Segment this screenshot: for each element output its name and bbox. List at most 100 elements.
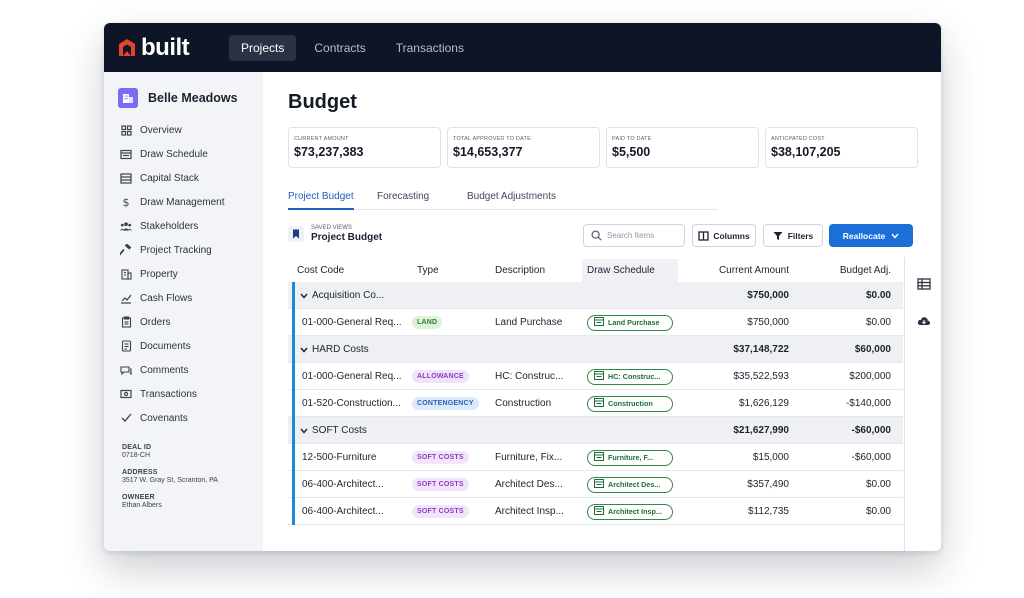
sidebar-item-project-tracking[interactable]: Project Tracking <box>104 238 263 262</box>
address-value: 3517 W. Gray St, Scranton, PA <box>122 477 218 484</box>
app-window: built Projects Contracts Transactions Be… <box>104 23 941 551</box>
active-tab-indicator <box>288 208 354 210</box>
project-header[interactable]: Belle Meadows <box>118 88 263 108</box>
col-cost-code[interactable]: Cost Code <box>297 265 345 276</box>
summary-cards: CURRENT AMOUNT $73,237,383 TOTAL APPROVE… <box>288 127 918 168</box>
sidebar-item-label: Property <box>140 268 178 280</box>
chart-icon <box>120 292 132 304</box>
budget-adj: -$60,000 <box>851 452 891 463</box>
draw-schedule-link[interactable]: HC: Construc... <box>587 368 673 385</box>
sidebar-item-documents[interactable]: Documents <box>104 334 263 358</box>
group-current-amount: $21,627,990 <box>733 425 789 436</box>
summary-card-anticipated-cost: ANTICPATED COST $38,107,205 <box>765 127 918 168</box>
group-indicator <box>292 471 295 498</box>
nav-tab-contracts[interactable]: Contracts <box>314 40 366 55</box>
saved-view-name: Project Budget <box>311 232 383 243</box>
cloud-download-icon[interactable] <box>917 314 931 328</box>
chevron-down-icon[interactable] <box>300 417 308 444</box>
hammer-icon <box>120 244 132 256</box>
nav-tab-projects[interactable]: Projects <box>229 34 297 61</box>
cost-code: 06-400-Architect... <box>302 479 384 490</box>
cost-code: 01-000-General Req... <box>302 317 402 328</box>
group-row[interactable]: HARD Costs $37,148,722 $60,000 <box>288 336 903 363</box>
card-label: CURRENT AMOUNT <box>294 136 349 142</box>
schedule-icon <box>594 506 604 517</box>
columns-button[interactable]: Columns <box>692 224 756 247</box>
built-logo-icon <box>119 38 135 56</box>
draw-schedule-link[interactable]: Land Purchase <box>587 314 673 331</box>
sidebar-item-property[interactable]: Property <box>104 262 263 286</box>
draw-schedule-label: Land Purchase <box>608 318 660 327</box>
sidebar-item-capital-stack[interactable]: Capital Stack <box>104 166 263 190</box>
table-row[interactable]: 12-500-Furniture SOFT COSTS Furniture, Fix… <box>288 444 903 471</box>
right-rail <box>904 257 941 551</box>
chevron-down-icon[interactable] <box>300 282 308 309</box>
sidebar-item-covenants[interactable]: Covenants <box>104 406 263 430</box>
sidebar-item-label: Project Tracking <box>140 244 212 256</box>
deal-id-block: DEAL ID 0718-CH <box>122 444 263 459</box>
col-description[interactable]: Description <box>495 265 546 276</box>
sidebar-item-overview[interactable]: Overview <box>104 118 263 142</box>
table-row[interactable]: 01-000-General Req... LAND Land Purchase La… <box>288 309 903 336</box>
chevron-down-icon[interactable] <box>300 336 308 363</box>
draw-schedule-label: Architect Des... <box>608 480 661 489</box>
table-icon[interactable] <box>917 277 931 291</box>
group-row[interactable]: SOFT Costs $21,627,990 -$60,000 <box>288 417 903 444</box>
draw-schedule-link[interactable]: Furniture, F... <box>587 449 673 466</box>
description: Architect Des... <box>495 479 563 490</box>
table-row[interactable]: 06-400-Architect... SOFT COSTS Architect D… <box>288 471 903 498</box>
col-type[interactable]: Type <box>417 265 439 276</box>
deal-id-value: 0718-CH <box>122 452 151 459</box>
tab-forecasting[interactable]: Forecasting <box>377 191 430 202</box>
owner-block: OWNEER Ethan Albers <box>122 494 263 509</box>
budget-adj: $200,000 <box>849 371 891 382</box>
sidebar-item-label: Cash Flows <box>140 292 193 304</box>
search-input[interactable] <box>607 231 677 240</box>
group-indicator <box>292 309 295 336</box>
group-current-amount: $750,000 <box>747 290 789 301</box>
search-icon <box>591 230 602 241</box>
current-amount: $1,626,129 <box>738 398 789 409</box>
draw-schedule-link[interactable]: Architect Insp... <box>587 503 673 520</box>
cost-code: 06-400-Architect... <box>302 506 384 517</box>
saved-views[interactable]: SAVED VIEWS Project Budget <box>288 225 382 243</box>
calendar-icon <box>120 148 132 160</box>
stack-icon <box>120 172 132 184</box>
col-current-amount[interactable]: Current Amount <box>718 265 789 276</box>
type-badge: SOFT COSTS <box>412 451 469 464</box>
reallocate-button[interactable]: Reallocate <box>829 224 913 247</box>
table-row[interactable]: 01-520-Construction... CONTENGENCY Constru… <box>288 390 903 417</box>
group-row[interactable]: Acquisition Co... $750,000 $0.00 <box>288 282 903 309</box>
tab-project-budget[interactable]: Project Budget <box>288 191 354 202</box>
filters-button[interactable]: Filters <box>763 224 823 247</box>
sidebar-item-label: Draw Schedule <box>140 148 208 160</box>
draw-schedule-link[interactable]: Architect Des... <box>587 476 673 493</box>
tab-budget-adjustments[interactable]: Budget Adjustments <box>467 191 556 202</box>
type-cell: SOFT COSTS <box>412 444 469 471</box>
sidebar-item-cash-flows[interactable]: Cash Flows <box>104 286 263 310</box>
group-name: Acquisition Co... <box>312 290 385 301</box>
sidebar-item-comments[interactable]: Comments <box>104 358 263 382</box>
sidebar-item-transactions[interactable]: Transactions <box>104 382 263 406</box>
col-budget-adj[interactable]: Budget Adj. <box>839 265 891 276</box>
sidebar-item-draw-schedule[interactable]: Draw Schedule <box>104 142 263 166</box>
logo[interactable]: built <box>117 34 229 62</box>
schedule-icon <box>594 371 604 382</box>
sidebar-menu: Overview Draw Schedule Capital Stack $ Dr… <box>104 118 263 430</box>
sidebar-item-label: Documents <box>140 340 191 352</box>
sidebar-item-label: Draw Management <box>140 196 225 208</box>
sidebar-item-orders[interactable]: Orders <box>104 310 263 334</box>
description: HC: Construc... <box>495 371 564 382</box>
col-draw-schedule[interactable]: Draw Schedule <box>582 259 678 282</box>
sidebar-item-draw-management[interactable]: $ Draw Management <box>104 190 263 214</box>
table-row[interactable]: 01-000-General Req... ALLOWANCE HC: Constr… <box>288 363 903 390</box>
table-row[interactable]: 06-400-Architect... SOFT COSTS Architect I… <box>288 498 903 525</box>
draw-schedule-link[interactable]: Construction <box>587 395 673 412</box>
nav-tab-transactions[interactable]: Transactions <box>395 40 464 55</box>
current-amount: $750,000 <box>747 317 789 328</box>
sidebar-item-stakeholders[interactable]: Stakeholders <box>104 214 263 238</box>
card-value: $73,237,383 <box>294 145 364 159</box>
search-box[interactable] <box>583 224 685 247</box>
filters-label: Filters <box>787 230 814 241</box>
group-budget-adj: $60,000 <box>854 344 891 355</box>
